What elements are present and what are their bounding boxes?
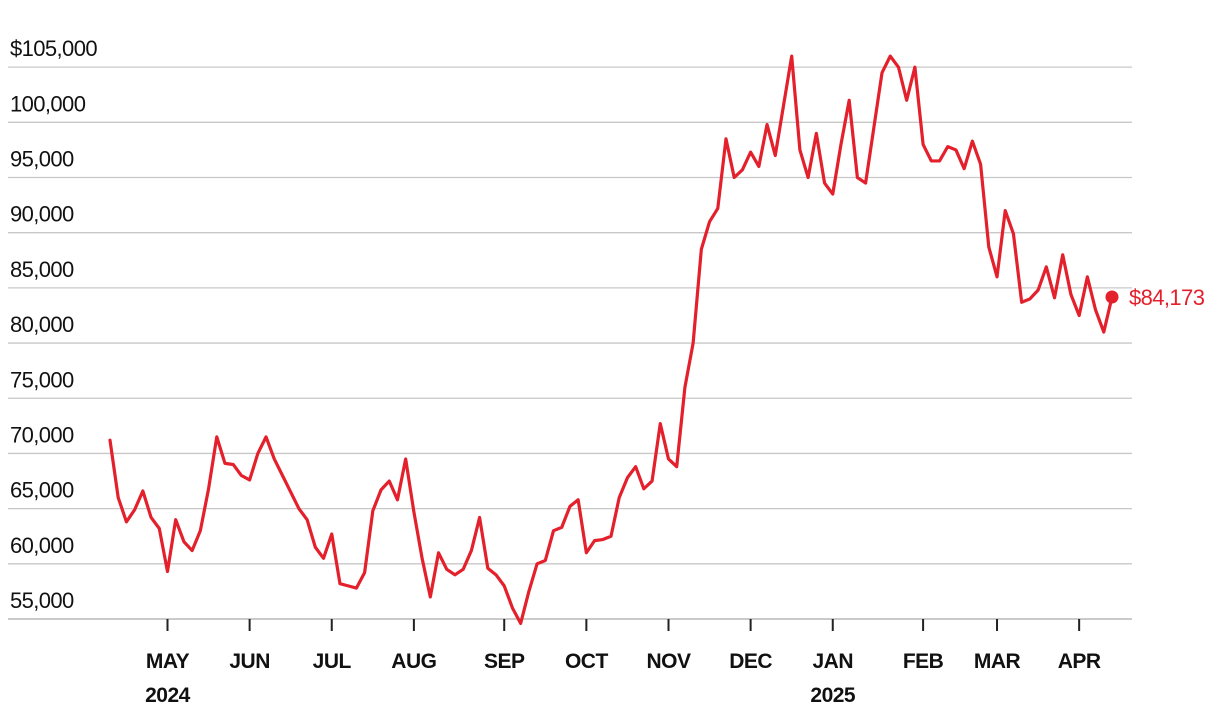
x-tick-label: NOV [646,650,691,673]
x-tick-label: MAR [973,650,1021,673]
x-tick-label: SEP [483,650,525,673]
y-tick-label: 95,000 [10,147,74,172]
x-tick-label: OCT [564,650,608,673]
y-tick-label: 90,000 [10,202,74,227]
y-tick-label: 65,000 [10,478,74,503]
x-tick-label: APR [1057,650,1101,673]
y-tick-label: 75,000 [10,367,74,392]
y-tick-label: 100,000 [10,91,86,116]
y-tick-label: 55,000 [10,588,74,613]
x-tick-label: AUG [391,650,437,673]
y-tick-label: 60,000 [10,533,74,558]
x-tick-label: JUL [312,650,352,673]
y-tick-label: $105,000 [10,36,97,61]
x-tick-label: MAY 2024 [145,650,190,707]
x-tick-label: DEC [729,650,773,673]
x-tick-label: FEB [902,650,944,673]
x-tick-label: JUN [229,650,270,673]
price-line [108,54,1114,626]
y-tick-label: 85,000 [10,257,74,282]
y-tick-label: 70,000 [10,422,74,447]
end-value-label: $84,173 [1129,285,1205,310]
end-point [1105,290,1119,304]
x-tick-label: JAN 2025 [810,650,856,707]
y-tick-label: 80,000 [10,312,74,337]
